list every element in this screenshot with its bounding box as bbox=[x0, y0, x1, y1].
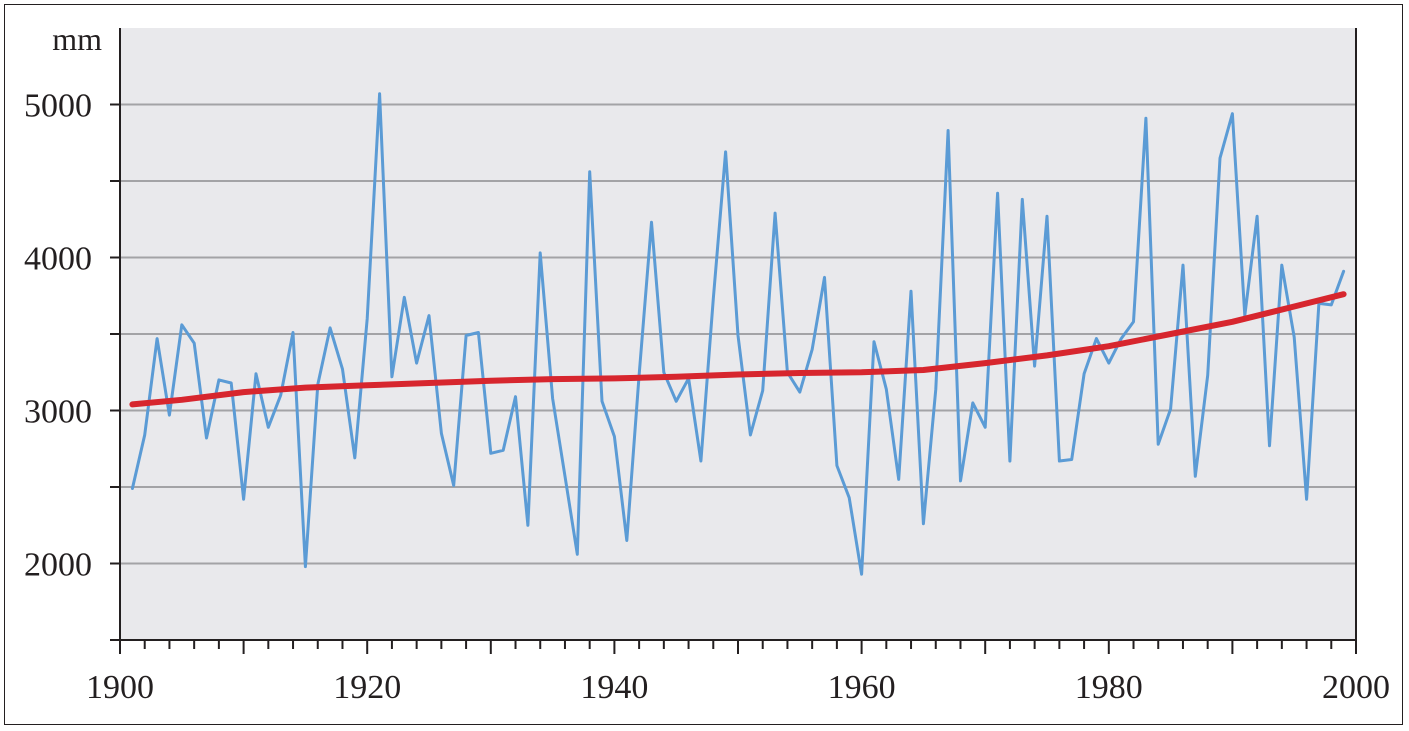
y-tick-label: 5000 bbox=[24, 88, 92, 125]
y-axis-unit-label: mm bbox=[52, 21, 102, 57]
x-tick-label: 1960 bbox=[828, 669, 896, 706]
annual-series-line bbox=[130, 92, 1346, 576]
tick-labels: 1900 1920 1940 1960 1980 2000 2000 3000 4000 5000 bbox=[24, 88, 1390, 707]
x-tick-label: 1920 bbox=[333, 669, 401, 706]
series-layer bbox=[129, 92, 1347, 576]
x-tick-label: 2000 bbox=[1322, 669, 1390, 706]
y-tick-label: 3000 bbox=[24, 394, 92, 431]
axes bbox=[110, 28, 1357, 654]
gridlines bbox=[120, 103, 1356, 565]
x-tick-label: 1900 bbox=[86, 669, 154, 706]
x-tick-label: 1940 bbox=[580, 669, 648, 706]
x-tick-label: 1980 bbox=[1075, 669, 1143, 706]
trend-series-line bbox=[129, 291, 1347, 408]
y-tick-label: 2000 bbox=[24, 547, 92, 584]
y-tick-label: 4000 bbox=[24, 241, 92, 278]
